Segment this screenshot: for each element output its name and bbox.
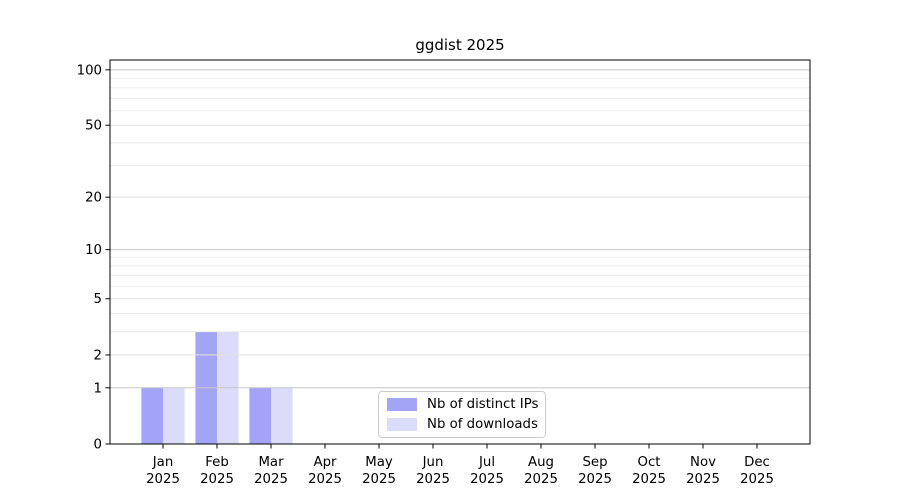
bar bbox=[271, 387, 293, 444]
x-tick-label-month: Feb bbox=[205, 455, 229, 470]
x-tick-label-year: 2025 bbox=[362, 472, 396, 487]
bar bbox=[249, 387, 271, 444]
x-tick-label-year: 2025 bbox=[254, 472, 288, 487]
y-tick-label: 50 bbox=[85, 119, 102, 134]
x-tick-label-year: 2025 bbox=[470, 472, 504, 487]
x-tick-label-year: 2025 bbox=[146, 472, 180, 487]
bar bbox=[163, 387, 185, 444]
y-tick-label: 2 bbox=[94, 348, 102, 363]
legend: Nb of distinct IPs Nb of downloads bbox=[378, 391, 546, 438]
y-tick-label: 5 bbox=[94, 292, 102, 307]
chart-title: ggdist 2025 bbox=[415, 36, 505, 54]
x-tick-label-year: 2025 bbox=[632, 472, 666, 487]
y-tick-label: 1 bbox=[94, 381, 102, 396]
x-tick-label-month: Mar bbox=[258, 455, 284, 470]
x-tick-label-month: Aug bbox=[528, 455, 554, 470]
legend-swatch-downloads bbox=[387, 418, 417, 431]
x-tick-label-month: Apr bbox=[313, 455, 337, 470]
bar bbox=[141, 387, 163, 444]
legend-item-downloads: Nb of downloads bbox=[387, 417, 538, 432]
x-tick-label-month: Jul bbox=[478, 455, 495, 470]
legend-label: Nb of downloads bbox=[427, 417, 538, 432]
x-tick-label-month: Nov bbox=[690, 455, 716, 470]
x-tick-label-month: Oct bbox=[638, 455, 661, 470]
x-tick-label-month: Jan bbox=[152, 455, 174, 470]
y-tick-label: 10 bbox=[85, 243, 102, 258]
legend-item-distinct-ips: Nb of distinct IPs bbox=[387, 397, 539, 412]
y-tick-label: 100 bbox=[77, 63, 102, 78]
x-tick-label-month: Jun bbox=[422, 455, 444, 470]
x-tick-label-year: 2025 bbox=[308, 472, 342, 487]
y-tick-label: 20 bbox=[85, 191, 102, 206]
legend-swatch-distinct-ips bbox=[387, 398, 417, 411]
x-tick-label-year: 2025 bbox=[578, 472, 612, 487]
x-tick-label-year: 2025 bbox=[200, 472, 234, 487]
plot-border bbox=[109, 59, 811, 445]
x-tick-label-month: Sep bbox=[582, 455, 607, 470]
x-tick-label-year: 2025 bbox=[740, 472, 774, 487]
y-tick-label: 0 bbox=[94, 438, 102, 453]
x-tick-label-year: 2025 bbox=[416, 472, 450, 487]
x-tick-label-year: 2025 bbox=[524, 472, 558, 487]
legend-label: Nb of distinct IPs bbox=[427, 397, 539, 412]
x-tick-label-month: Dec bbox=[744, 455, 770, 470]
x-tick-label-year: 2025 bbox=[686, 472, 720, 487]
x-tick-label-month: May bbox=[365, 455, 393, 470]
